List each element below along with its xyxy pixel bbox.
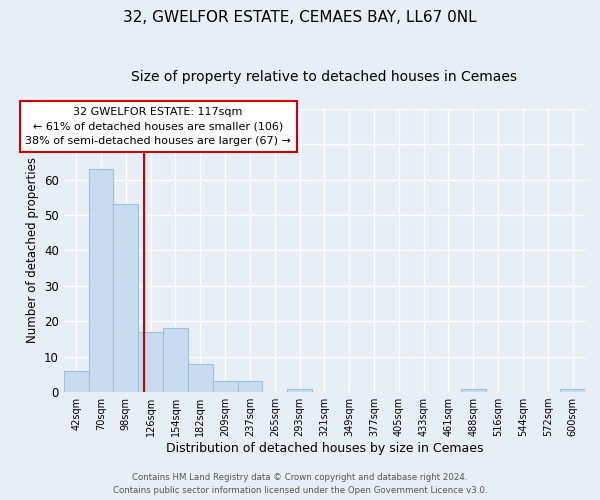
Bar — [138, 332, 163, 392]
Bar — [113, 204, 138, 392]
Title: Size of property relative to detached houses in Cemaes: Size of property relative to detached ho… — [131, 70, 517, 84]
Bar — [163, 328, 188, 392]
Text: 32 GWELFOR ESTATE: 117sqm
← 61% of detached houses are smaller (106)
38% of semi: 32 GWELFOR ESTATE: 117sqm ← 61% of detac… — [25, 106, 291, 146]
Bar — [238, 382, 262, 392]
Bar — [89, 169, 113, 392]
Bar — [287, 388, 312, 392]
Bar — [64, 371, 89, 392]
Text: Contains HM Land Registry data © Crown copyright and database right 2024.
Contai: Contains HM Land Registry data © Crown c… — [113, 474, 487, 495]
Bar — [560, 388, 585, 392]
Y-axis label: Number of detached properties: Number of detached properties — [26, 158, 38, 344]
Bar — [213, 382, 238, 392]
Bar — [461, 388, 486, 392]
Text: 32, GWELFOR ESTATE, CEMAES BAY, LL67 0NL: 32, GWELFOR ESTATE, CEMAES BAY, LL67 0NL — [123, 10, 477, 25]
Bar — [188, 364, 213, 392]
X-axis label: Distribution of detached houses by size in Cemaes: Distribution of detached houses by size … — [166, 442, 483, 455]
